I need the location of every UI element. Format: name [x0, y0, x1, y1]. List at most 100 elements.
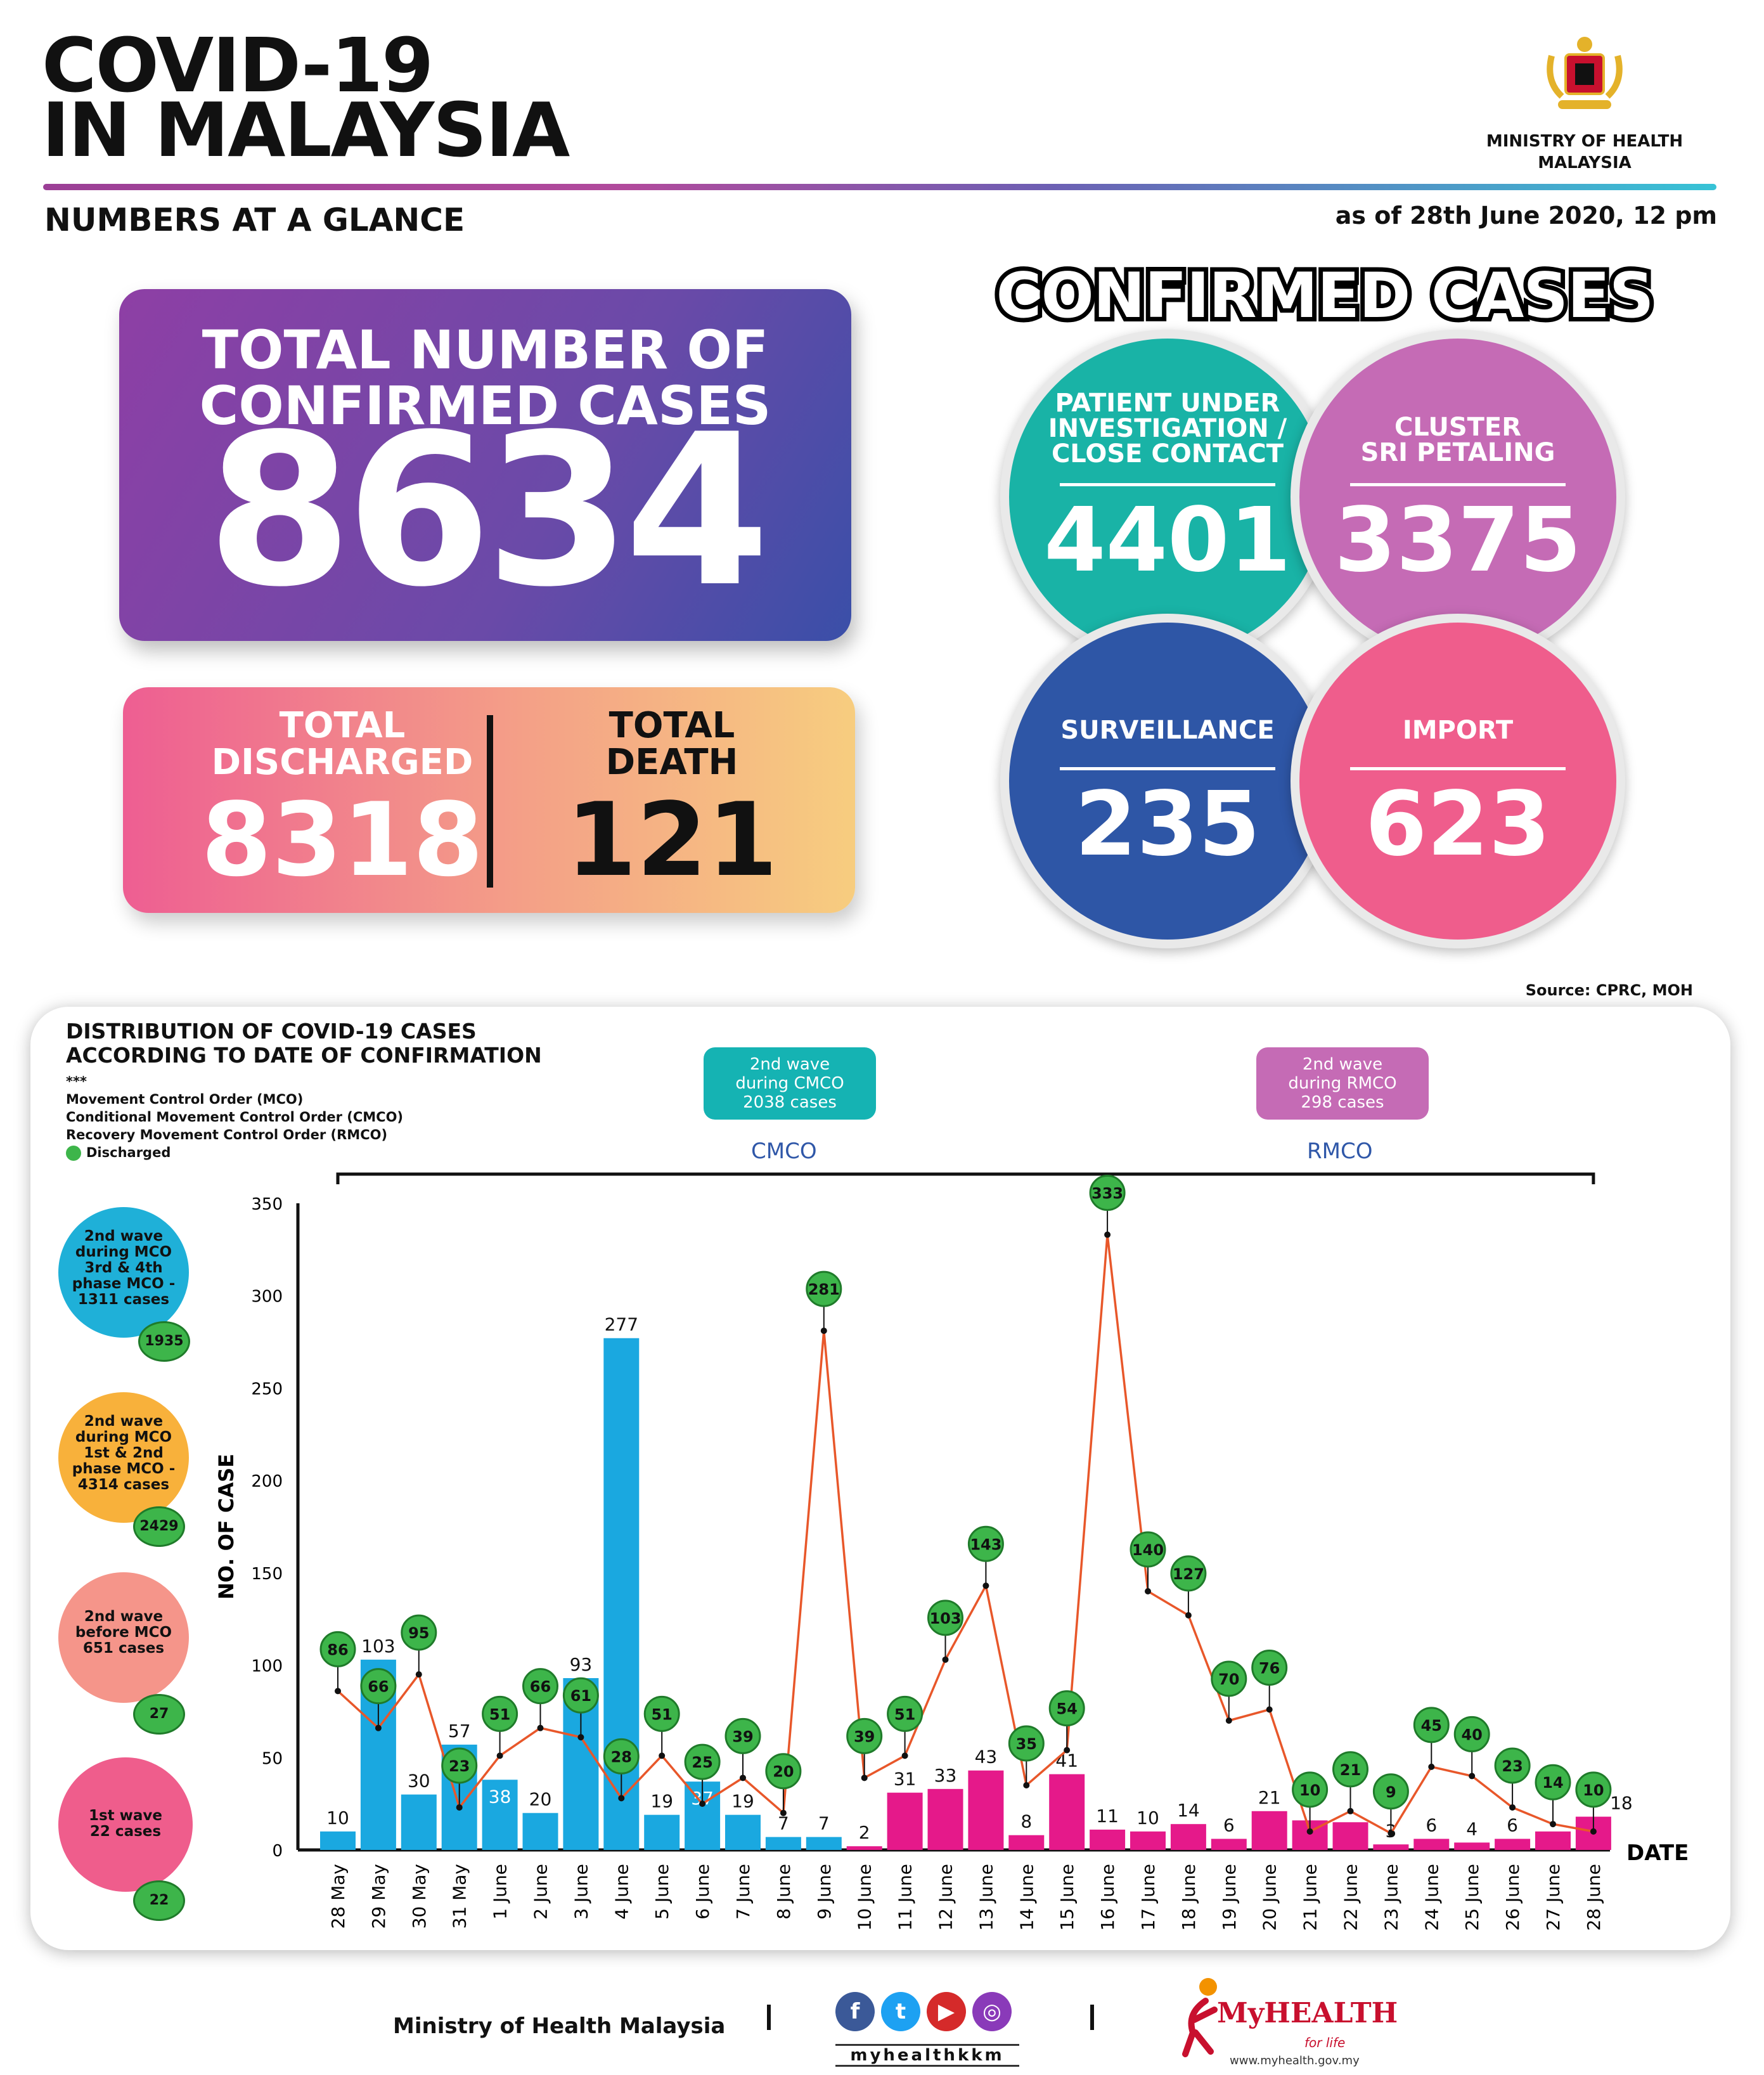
cluster-label: CLUSTER SRI PETALING	[1325, 415, 1591, 465]
discharged-badge	[1048, 1690, 1085, 1727]
legend-mco: Movement Control Order (MCO)	[66, 1092, 304, 1107]
discharged-value-label: 127	[1173, 1565, 1204, 1583]
discharged-value-label: 10	[1583, 1781, 1604, 1799]
discharged-value-label: 9	[1386, 1783, 1396, 1801]
bar-value-label: 2	[859, 1822, 870, 1843]
bar-value-label: 6	[1507, 1815, 1518, 1836]
bar-value-label: 8	[1020, 1811, 1032, 1832]
surveillance-value: 235	[1074, 773, 1261, 876]
footer-separator-1	[767, 2005, 771, 2030]
discharged-value-label: 54	[1056, 1700, 1077, 1718]
x-tick-label: 22 June	[1341, 1864, 1362, 1931]
bar	[1008, 1835, 1045, 1850]
x-tick-label: 4 June	[611, 1864, 632, 1920]
youtube-icon[interactable]: ▶	[927, 1992, 966, 2031]
bar-value-label: 7	[778, 1813, 789, 1834]
wave-3-line-2: before MCO	[75, 1624, 172, 1641]
bar-value-label: 38	[489, 1786, 512, 1807]
facebook-icon[interactable]: f	[835, 1992, 875, 2031]
bar-value-label: 21	[1258, 1787, 1281, 1808]
bar	[644, 1814, 680, 1850]
confirmed-cases-title-outline: CONFIRMED CASES	[992, 255, 1659, 337]
legend-rmco: Recovery Movement Control Order (RMCO)	[66, 1127, 388, 1142]
myhealth-brand: MyHEALTH	[1217, 1997, 1398, 2029]
bar	[765, 1837, 801, 1850]
x-tick-label: 18 June	[1178, 1864, 1199, 1931]
footer-ministry: Ministry of Health Malaysia	[393, 2014, 726, 2039]
myhealth-figure-icon	[1182, 1978, 1218, 2057]
discharged-value-label: 45	[1421, 1717, 1442, 1735]
y-tick-label: 100	[251, 1657, 283, 1676]
wave-bubble-4: 1st wave 22 cases	[58, 1757, 193, 1892]
discharged-value-label: 66	[368, 1678, 389, 1696]
discharged-badge	[1251, 1650, 1288, 1686]
wave-2-line-1: 2nd wave	[84, 1413, 164, 1430]
discharged-badge	[319, 1631, 356, 1667]
y-tick-label: 250	[251, 1380, 283, 1399]
bar	[320, 1831, 356, 1850]
bar-value-label: 4	[1466, 1818, 1478, 1839]
rmco-tag-line-1: 2nd wave	[1302, 1055, 1383, 1074]
discharged-badge	[1372, 1773, 1409, 1810]
discharged-value-label: 23	[449, 1757, 470, 1775]
x-tick-label: 10 June	[854, 1864, 875, 1931]
import-divider	[1350, 767, 1566, 770]
x-tick-label: 5 June	[652, 1864, 673, 1920]
import-label: IMPORT	[1402, 716, 1514, 745]
cmco-label: CMCO	[751, 1139, 817, 1164]
title-line-1: COVID-19	[42, 22, 434, 109]
chart-title-2: ACCORDING TO DATE OF CONFIRMATION	[66, 1043, 542, 1068]
x-tick-label: 28 June	[1583, 1864, 1604, 1931]
subtitle: NUMBERS AT A GLANCE	[44, 202, 465, 238]
x-tick-label: 25 June	[1462, 1864, 1483, 1931]
discharged-label-2: DISCHARGED	[211, 742, 473, 783]
wave-3-text: 2nd wave before MCO 651 cases	[58, 1572, 189, 1657]
legend-stars: ***	[66, 1074, 87, 1089]
death-label: TOTAL DEATH	[494, 708, 849, 781]
page-title: COVID-19 IN MALAYSIA	[42, 22, 570, 167]
discharged-badge	[1292, 1771, 1329, 1808]
x-axis-title: DATE	[1626, 1840, 1689, 1866]
instagram-icon[interactable]: ◎	[972, 1992, 1012, 2031]
y-tick-label: 0	[272, 1842, 283, 1861]
x-tick-label: 23 June	[1381, 1864, 1401, 1931]
ministry-name: MINISTRY OF HEALTH MALAYSIA	[1477, 131, 1692, 174]
cmco-wave-tag: 2nd wave during CMCO 2038 cases	[704, 1047, 876, 1120]
discharged-badge	[1089, 1175, 1126, 1212]
cmco-tag-line-3: 2038 cases	[743, 1093, 837, 1112]
discharged-value-label: 51	[894, 1705, 915, 1723]
discharged-value-label: 51	[489, 1705, 510, 1723]
surveillance-divider	[1060, 767, 1275, 770]
import-bubble: IMPORT 623	[1291, 614, 1625, 948]
bar-value-label: 30	[408, 1771, 430, 1792]
rmco-tag-line-3: 298 cases	[1301, 1093, 1384, 1112]
bar	[1454, 1842, 1490, 1850]
discharged-value-label: 39	[732, 1728, 753, 1745]
bar-value-label: 43	[975, 1747, 998, 1768]
source-note: Source: CPRC, MOH	[1525, 981, 1693, 999]
as-of-date: as of 28th June 2020, 12 pm	[1335, 202, 1717, 229]
wave-1-line-2: during MCO	[75, 1244, 172, 1260]
bar	[1413, 1839, 1450, 1850]
myhealth-url[interactable]: www.myhealth.gov.my	[1230, 2054, 1360, 2067]
wave-3-line-3: 651 cases	[82, 1640, 165, 1657]
discharged-value-label: 140	[1132, 1541, 1164, 1559]
discharged-value-label: 76	[1259, 1660, 1280, 1677]
bar	[1535, 1831, 1571, 1850]
bar-value-label: 19	[650, 1791, 673, 1812]
bar	[1495, 1839, 1531, 1850]
twitter-icon[interactable]: t	[881, 1992, 920, 2031]
bar	[1090, 1829, 1126, 1850]
x-tick-label: 24 June	[1421, 1864, 1442, 1931]
malaysia-coat-of-arms-icon	[1547, 37, 1623, 109]
wave-1-line-3: 3rd & 4th	[84, 1260, 163, 1276]
ministry-line-1: MINISTRY OF HEALTH	[1486, 132, 1684, 151]
pui-value: 4401	[1044, 489, 1291, 592]
x-tick-label: 2 June	[531, 1864, 551, 1920]
wave-4-text: 1st wave 22 cases	[58, 1757, 193, 1840]
header-divider	[43, 184, 1716, 190]
bar	[846, 1846, 882, 1850]
x-tick-label: 29 May	[368, 1864, 389, 1929]
x-tick-label: 17 June	[1138, 1864, 1159, 1931]
